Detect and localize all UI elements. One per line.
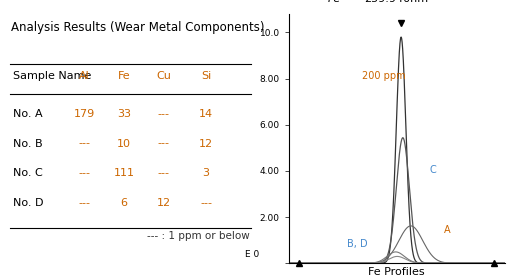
Text: Al: Al (79, 71, 90, 81)
Text: No. B: No. B (13, 139, 43, 149)
Text: ---: --- (157, 139, 169, 149)
Text: No. C: No. C (13, 169, 43, 178)
Text: 6: 6 (120, 199, 127, 208)
Text: 12: 12 (199, 139, 213, 149)
Text: ---: --- (157, 169, 169, 178)
Text: 200 ppm: 200 ppm (361, 71, 405, 81)
Text: 14: 14 (199, 109, 213, 119)
Text: A: A (443, 225, 450, 235)
Text: 259.940nm: 259.940nm (363, 0, 428, 4)
Text: B, D: B, D (346, 239, 367, 249)
Text: No. D: No. D (13, 199, 43, 208)
Text: Cu: Cu (156, 71, 171, 81)
Text: Sample Name: Sample Name (13, 71, 91, 81)
Text: No. A: No. A (13, 109, 43, 119)
Text: Fe: Fe (327, 0, 340, 4)
Text: ---: --- (157, 109, 169, 119)
Text: C: C (429, 165, 435, 175)
Text: 179: 179 (74, 109, 95, 119)
Text: ---: --- (200, 199, 212, 208)
X-axis label: Fe Profiles: Fe Profiles (367, 267, 424, 277)
Text: Analysis Results (Wear Metal Components): Analysis Results (Wear Metal Components) (11, 22, 264, 34)
Text: Si: Si (201, 71, 211, 81)
Text: 12: 12 (156, 199, 171, 208)
Text: 33: 33 (117, 109, 131, 119)
Text: 10: 10 (117, 139, 131, 149)
Text: 111: 111 (114, 169, 134, 178)
Text: Fe: Fe (118, 71, 130, 81)
Text: ---: --- (78, 199, 90, 208)
Text: --- : 1 ppm or below: --- : 1 ppm or below (147, 231, 249, 241)
Text: E 0: E 0 (245, 251, 259, 260)
Text: 3: 3 (202, 169, 209, 178)
Text: ---: --- (78, 139, 90, 149)
Text: ---: --- (78, 169, 90, 178)
